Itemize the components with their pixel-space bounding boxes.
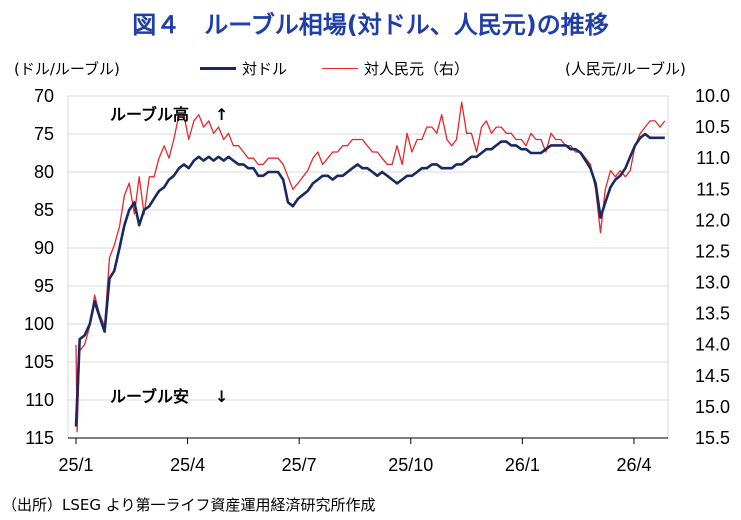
y-left-tick-label: 75	[34, 124, 54, 144]
legend-item-usd: 対ドル	[200, 58, 287, 79]
left-axis-unit: (ドル/ルーブル)	[14, 60, 120, 78]
series-line-usd	[74, 132, 665, 427]
y-right-tick-label: 12.5	[695, 241, 730, 261]
x-tick-label: 26/4	[616, 455, 651, 475]
annotation-high: ルーブル高	[110, 105, 189, 124]
y-left-tick-label: 115	[25, 428, 54, 448]
y-right-tick-label: 11.0	[696, 148, 730, 168]
y-left-tick-label: 100	[24, 314, 54, 334]
y-right-tick-label: 15.0	[695, 397, 730, 417]
y-left-tick-label: 90	[34, 238, 54, 258]
legend-label-usd: 対ドル	[242, 60, 288, 78]
y-right-tick-label: 14.0	[695, 335, 730, 355]
y-right-tick-label: 13.0	[695, 273, 730, 293]
series-line-cny	[75, 101, 666, 433]
y-right-tick-label: 13.5	[695, 304, 730, 324]
y-left-tick-label: 105	[24, 352, 54, 372]
y-left-tick-label: 95	[34, 276, 54, 296]
y-left-tick-label: 85	[34, 200, 54, 220]
annotation-low: ルーブル安	[110, 387, 189, 406]
arrow-up-icon: ↑	[215, 105, 228, 124]
y-right-tick-label: 10.5	[695, 117, 730, 137]
x-tick-label: 25/4	[170, 455, 205, 475]
source-note: （出所）LSEG より第一ライフ資産運用経済研究所作成	[2, 496, 376, 514]
legend-label-cny: 対人民元（右）	[364, 60, 470, 78]
arrow-down-icon: ↓	[215, 387, 228, 406]
legend-item-cny: 対人民元（右）	[322, 58, 469, 79]
legend-swatch-cny	[322, 68, 358, 69]
y-left-tick-label: 70	[34, 86, 54, 106]
y-right-tick-label: 12.0	[695, 210, 730, 230]
y-right-tick-label: 15.5	[695, 428, 730, 448]
y-right-tick-label: 10.0	[695, 86, 730, 106]
x-tick-label: 25/1	[58, 455, 93, 475]
y-right-tick-label: 14.5	[695, 366, 730, 386]
x-tick-label: 26/1	[505, 455, 540, 475]
right-axis-unit: (人民元/ルーブル)	[565, 60, 686, 78]
x-tick-label: 25/7	[282, 455, 317, 475]
y-right-tick-label: 11.5	[696, 179, 730, 199]
legend-swatch-usd	[200, 67, 236, 70]
x-tick-label: 25/10	[388, 455, 433, 475]
y-left-tick-label: 110	[25, 390, 54, 410]
chart-title: 図４ ルーブル相場(対ドル、人民元)の推移	[132, 11, 609, 39]
y-left-tick-label: 80	[34, 162, 54, 182]
